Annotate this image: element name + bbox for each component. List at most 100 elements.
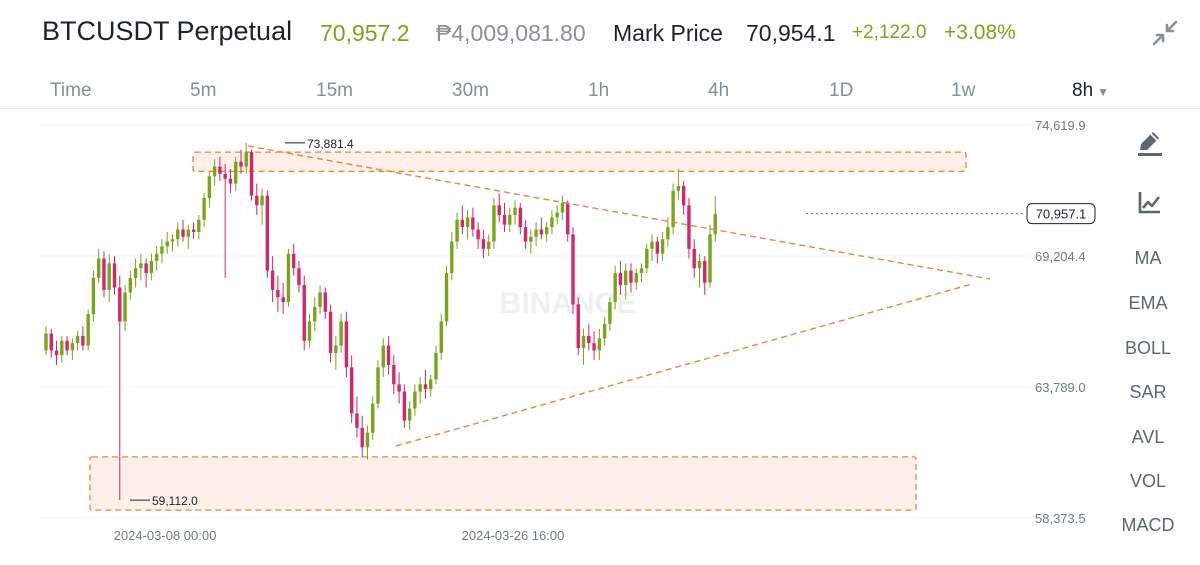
- candle-body: [223, 173, 227, 179]
- indicator-macd[interactable]: MACD: [1121, 515, 1175, 535]
- candle-body: [397, 384, 401, 392]
- candle-body: [618, 273, 623, 286]
- indicator-vol[interactable]: VOL: [1129, 471, 1167, 491]
- time-axis-label: 2024-03-26 16:00: [462, 528, 565, 543]
- candle-body: [571, 234, 575, 305]
- candle-body: [97, 258, 101, 278]
- candle-body: [49, 333, 53, 351]
- candle-body: [671, 190, 675, 228]
- candle-body: [376, 367, 380, 404]
- candle-body: [302, 285, 306, 341]
- candle-body: [355, 413, 359, 428]
- candle-body: [703, 260, 707, 283]
- candle-body: [65, 340, 69, 351]
- candle-body: [429, 379, 433, 390]
- candle-body: [386, 345, 391, 365]
- candle-body: [133, 268, 138, 278]
- candle-body: [154, 253, 159, 261]
- candle-body: [650, 241, 654, 249]
- candle-body: [608, 302, 612, 324]
- mark-price-value: 70,954.1: [746, 20, 836, 46]
- candle-body: [102, 258, 106, 290]
- candle-body: [666, 227, 670, 240]
- candle-body: [450, 241, 454, 274]
- candle-body: [260, 195, 264, 206]
- price-axis-label: 63,789.0: [1035, 380, 1086, 395]
- candle-body: [239, 161, 243, 167]
- candle-body: [513, 207, 517, 215]
- candle-body: [165, 241, 169, 247]
- candle-body: [613, 273, 617, 303]
- candle-body: [518, 207, 522, 228]
- candle-body: [523, 227, 528, 242]
- symbol-title[interactable]: BTCUSDT Perpetual: [42, 16, 293, 46]
- candle-body: [407, 408, 412, 421]
- candle-body: [486, 241, 491, 249]
- indicator-ema[interactable]: EMA: [1128, 293, 1168, 313]
- candle-body: [75, 335, 80, 344]
- candle-body: [276, 289, 280, 298]
- candle-body: [581, 335, 586, 349]
- candle-body: [202, 198, 206, 220]
- candlestick-chart[interactable]: BINANCE 74,619.9 69,204.4 63,789.0 58,373.5…: [0, 110, 1110, 560]
- candle-body: [539, 229, 544, 235]
- candle-body: [344, 321, 349, 368]
- candle-body: [54, 350, 59, 356]
- price-zone-box: [192, 151, 967, 173]
- candle-body: [402, 391, 407, 421]
- interval-bar: Time 5m 15m 30m 1h 4h 1D 1w 8h ▼: [0, 74, 1200, 109]
- interval-1w[interactable]: 1w: [951, 80, 976, 101]
- candle-body: [207, 176, 212, 199]
- candle-body: [444, 273, 449, 322]
- interval-selected[interactable]: 8h ▼: [1072, 80, 1109, 102]
- indicator-ma[interactable]: MA: [1134, 248, 1162, 268]
- axis-labels: 74,619.9 69,204.4 63,789.0 58,373.5 70,957.1…: [114, 118, 1096, 543]
- candle-body: [460, 219, 465, 228]
- candle-body: [144, 263, 148, 274]
- indicator-boll[interactable]: BOLL: [1124, 338, 1172, 358]
- candle-body: [645, 248, 649, 269]
- candle-body: [555, 212, 559, 218]
- candle-body: [455, 219, 459, 242]
- interval-4h[interactable]: 4h: [708, 80, 730, 101]
- time-axis-label: 2024-03-08 00:00: [114, 528, 217, 543]
- candle-body: [112, 263, 117, 288]
- candle-body: [471, 217, 475, 230]
- interval-time[interactable]: Time: [50, 80, 92, 101]
- low-annotation: 59,112.0: [152, 494, 198, 508]
- candle-body: [307, 321, 312, 341]
- interval-30m[interactable]: 30m: [452, 80, 489, 101]
- candle-body: [639, 268, 644, 274]
- candle-body: [234, 161, 238, 184]
- line-chart-icon[interactable]: [1132, 184, 1168, 220]
- current-price-label: 70,957.1: [1036, 207, 1087, 222]
- candle-body: [502, 214, 507, 225]
- candle-body: [60, 340, 64, 356]
- candle-body: [228, 178, 233, 184]
- interval-5m[interactable]: 5m: [190, 80, 217, 101]
- interval-1h[interactable]: 1h: [588, 80, 610, 101]
- chart-canvas[interactable]: BINANCE 74,619.969,204.463,789.058,373.5…: [0, 110, 1110, 560]
- price-axis-label: 74,619.9: [1035, 118, 1086, 133]
- candle-body: [186, 229, 190, 237]
- candle-body: [418, 384, 422, 392]
- candle-body: [681, 185, 686, 206]
- interval-15m[interactable]: 15m: [316, 80, 353, 101]
- candle-body: [360, 427, 364, 448]
- indicator-sar[interactable]: SAR: [1129, 382, 1167, 402]
- indicator-avl[interactable]: AVL: [1131, 427, 1165, 447]
- collapse-arrows-icon[interactable]: [1150, 18, 1180, 48]
- trendlines: [247, 145, 1026, 447]
- candle-body: [692, 248, 696, 269]
- candle-body: [170, 239, 175, 242]
- candle-body: [286, 253, 291, 303]
- pencil-draw-icon[interactable]: [1132, 124, 1168, 160]
- interval-1d[interactable]: 1D: [829, 80, 854, 101]
- candle-body: [439, 321, 443, 353]
- candle-body: [218, 166, 222, 174]
- candle-body: [544, 227, 549, 235]
- candle-body: [91, 277, 96, 315]
- zone-layer: [89, 151, 967, 511]
- candle-body: [149, 260, 154, 274]
- candle-body: [497, 205, 501, 215]
